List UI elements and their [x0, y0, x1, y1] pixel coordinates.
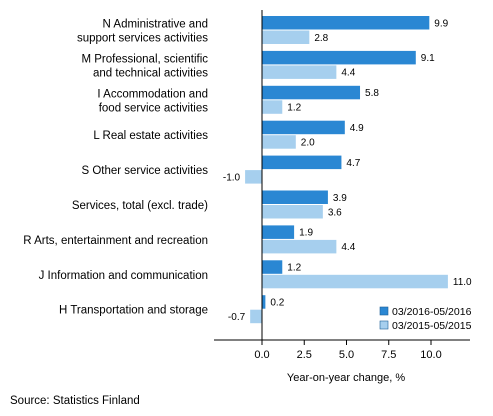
- category-label-line: J Information and communication: [39, 270, 208, 282]
- legend-swatch: [379, 306, 389, 316]
- category-label: L Real estate activities: [93, 130, 208, 142]
- data-label: 4.9: [350, 123, 364, 134]
- bar: [262, 120, 345, 135]
- category-label-line: S Other service activities: [81, 165, 208, 177]
- x-tick-label: 5.0: [339, 349, 354, 361]
- category-label-line: food service activities: [99, 102, 209, 114]
- bar: [250, 309, 262, 324]
- bar: [262, 16, 430, 30]
- data-label: 3.6: [328, 207, 342, 218]
- data-labels: 9.9 9.1 5.8 4.9 4.7 3.9 1.9 1.2 0.2 2.8 4.4 1.2 2.0 -…: [223, 18, 472, 323]
- x-tick-label: 7.5: [381, 349, 396, 361]
- category-label-line: support services activities: [77, 33, 208, 45]
- source-note: Source: Statistics Finland: [10, 395, 140, 407]
- category-label: M Professional, scientific and technical …: [81, 53, 208, 79]
- data-label: 3.9: [333, 193, 347, 204]
- legend: 03/2016-05/2016 03/2015-05/2015: [379, 306, 472, 332]
- bar: [262, 65, 337, 79]
- bar: [262, 225, 295, 239]
- category-label-line: Services, total (excl. trade): [72, 200, 208, 212]
- data-label: 4.4: [341, 242, 355, 253]
- category-label-line: I Accommodation and: [97, 88, 208, 100]
- legend-entry: 03/2016-05/2016: [392, 306, 472, 318]
- x-tick-label: 10.0: [420, 349, 441, 361]
- x-axis-title: Year-on-year change, %: [287, 372, 405, 384]
- bar: [262, 205, 323, 219]
- category-label-line: M Professional, scientific: [81, 53, 208, 65]
- category-label: Services, total (excl. trade): [72, 200, 208, 212]
- x-tick-label: 0.0: [254, 349, 269, 361]
- legend-entry: 03/2015-05/2015: [392, 320, 472, 332]
- category-label: S Other service activities: [81, 165, 208, 177]
- bar: [262, 155, 342, 170]
- data-label: 0.2: [270, 297, 284, 308]
- data-label: 9.9: [434, 18, 448, 29]
- bar: [262, 190, 328, 204]
- data-label: 9.1: [421, 53, 435, 64]
- x-tick-label: 2.5: [297, 349, 312, 361]
- category-label: N Administrative and support services act…: [77, 19, 208, 45]
- data-label: 4.7: [346, 158, 360, 169]
- bar: [262, 274, 448, 289]
- data-label: 1.9: [299, 228, 313, 239]
- category-label-line: and technical activities: [93, 67, 208, 79]
- data-label: 11.0: [453, 277, 472, 288]
- x-axis: 0.0 2.5 5.0 7.5 10.0: [214, 10, 470, 361]
- bar: [262, 50, 416, 65]
- bar: [262, 260, 283, 274]
- category-label-line: N Administrative and: [103, 19, 208, 31]
- bar: [262, 239, 337, 254]
- category-label-line: H Transportation and storage: [59, 305, 208, 317]
- data-label: -1.0: [223, 172, 241, 183]
- bar: [245, 170, 262, 184]
- bar: [262, 30, 310, 44]
- data-label: 2.8: [314, 33, 328, 44]
- data-label: -0.7: [228, 312, 246, 323]
- category-label-line: R Arts, entertainment and recreation: [23, 235, 208, 247]
- data-label: 2.0: [301, 137, 315, 148]
- data-label: 5.8: [365, 88, 379, 99]
- category-label: J Information and communication: [39, 270, 208, 282]
- legend-swatch: [379, 320, 389, 330]
- bar: [262, 85, 361, 100]
- category-label-line: L Real estate activities: [93, 130, 208, 142]
- bar: [262, 100, 283, 114]
- category-labels: N Administrative and support services act…: [23, 19, 208, 317]
- data-label: 4.4: [341, 68, 355, 79]
- data-label: 1.2: [287, 263, 301, 274]
- category-label: R Arts, entertainment and recreation: [23, 235, 208, 247]
- data-label: 1.2: [287, 103, 301, 114]
- bars: [245, 16, 448, 324]
- category-label: I Accommodation and food service activiti…: [97, 88, 208, 114]
- category-label: H Transportation and storage: [59, 305, 208, 317]
- bar: [262, 295, 266, 309]
- bar: [262, 135, 296, 149]
